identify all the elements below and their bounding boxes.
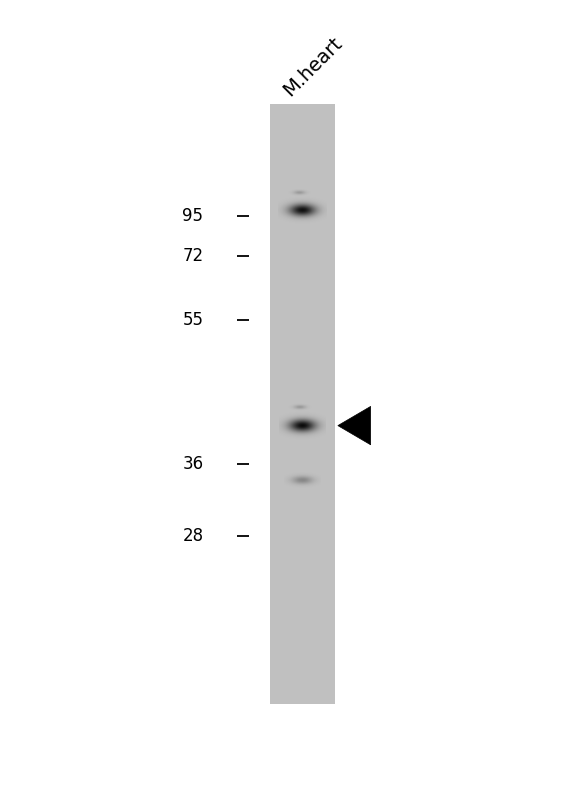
Text: M.heart: M.heart: [280, 34, 346, 100]
Text: 55: 55: [182, 311, 203, 329]
Text: 28: 28: [182, 527, 203, 545]
Text: 36: 36: [182, 455, 203, 473]
Text: 72: 72: [182, 247, 203, 265]
Polygon shape: [338, 406, 371, 445]
Bar: [270, 104, 334, 704]
Text: 95: 95: [182, 207, 203, 225]
